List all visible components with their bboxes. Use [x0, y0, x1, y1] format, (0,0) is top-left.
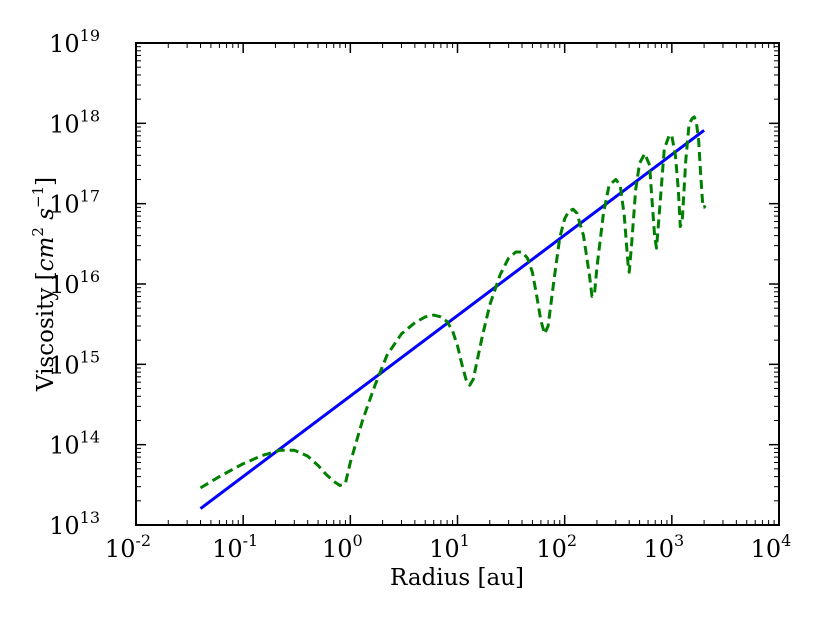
- y-tick-label: 1016: [49, 267, 100, 299]
- y-axis-label-sup: 2: [29, 227, 47, 237]
- x-axis-label: Radius [au]: [390, 565, 524, 591]
- x-tick-label: 10-1: [212, 531, 258, 563]
- y-tick-labels: 1013 1014 1015 1016 1017 1018 1019: [49, 26, 100, 540]
- x-tick-label: 103: [643, 531, 684, 563]
- y-tick-label: 1018: [49, 106, 100, 138]
- x-tick-labels: 10-2 10-1 100 101 102 103 104: [105, 531, 791, 563]
- dashed-series-line: [199, 115, 707, 490]
- y-tick-label: 1015: [49, 347, 100, 379]
- y-tick-label: 1019: [49, 26, 100, 58]
- y-axis-label-close: ]: [33, 177, 59, 186]
- y-axis-label-sup2: −1: [29, 186, 47, 208]
- y-tick-label: 1014: [49, 428, 100, 460]
- y-tick-label: 1013: [49, 508, 100, 540]
- x-tick-label: 104: [751, 531, 792, 563]
- x-tick-label: 100: [322, 531, 363, 563]
- y-axis-label-math: cm: [33, 237, 59, 272]
- x-tick-label: 102: [536, 531, 577, 563]
- y-axis-label: Viscosity [cm2 s−1]: [29, 177, 59, 392]
- series-layer: [199, 115, 707, 510]
- y-tick-label: 1017: [49, 187, 100, 219]
- svg-text:Viscosity [cm2 s−1]: Viscosity [cm2 s−1]: [29, 177, 59, 392]
- y-axis-label-math2: s: [33, 208, 59, 227]
- plot-frame: [135, 42, 780, 526]
- x-tick-label: 10-2: [105, 531, 151, 563]
- x-tick-label: 101: [429, 531, 470, 563]
- y-axis-label-text: Viscosity [: [33, 271, 59, 392]
